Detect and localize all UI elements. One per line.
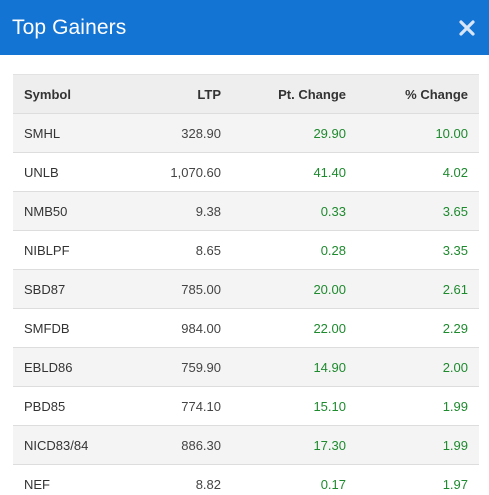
cell-pct-change: 10.00 bbox=[435, 125, 468, 141]
column-header-pct-change[interactable]: % Change bbox=[357, 74, 479, 114]
modal-header: Top Gainers bbox=[0, 0, 489, 55]
cell-pct-change: 1.99 bbox=[442, 398, 468, 414]
cell-symbol[interactable]: NMB50 bbox=[24, 203, 68, 219]
cell-ltp: 886.30 bbox=[181, 437, 221, 453]
close-icon-glyph bbox=[459, 19, 475, 36]
cell-symbol[interactable]: NIBLPF bbox=[24, 242, 70, 258]
cell-ltp: 328.90 bbox=[181, 125, 221, 141]
table-row[interactable]: SBD87 785.00 20.00 2.61 bbox=[13, 269, 479, 309]
close-icon[interactable] bbox=[455, 16, 479, 40]
table-row[interactable]: NICD83/84 886.30 17.30 1.99 bbox=[13, 425, 479, 465]
cell-pct-change: 3.35 bbox=[442, 242, 468, 258]
cell-ltp: 8.65 bbox=[195, 242, 221, 258]
cell-pct-change: 2.61 bbox=[442, 281, 468, 297]
cell-symbol[interactable]: SMHL bbox=[24, 125, 61, 141]
cell-pct-change: 3.65 bbox=[442, 203, 468, 219]
cell-ltp: 785.00 bbox=[181, 281, 221, 297]
cell-pt-change: 22.00 bbox=[313, 320, 346, 336]
cell-ltp: 1,070.60 bbox=[170, 164, 221, 180]
cell-ltp: 9.38 bbox=[195, 203, 221, 219]
gainers-table-container: Symbol LTP Pt. Change % Change SMHL 328.9… bbox=[13, 74, 479, 495]
cell-symbol[interactable]: PBD85 bbox=[24, 398, 66, 414]
column-header-ltp[interactable]: LTP bbox=[118, 74, 232, 114]
cell-pct-change: 1.99 bbox=[442, 437, 468, 453]
modal-title: Top Gainers bbox=[12, 15, 127, 39]
cell-ltp: 984.00 bbox=[181, 320, 221, 336]
table-row[interactable]: SMHL 328.90 29.90 10.00 bbox=[13, 113, 479, 153]
cell-pt-change: 15.10 bbox=[313, 398, 346, 414]
cell-pt-change: 0.28 bbox=[320, 242, 346, 258]
column-header-pt-change[interactable]: Pt. Change bbox=[232, 74, 357, 114]
cell-symbol[interactable]: SMFDB bbox=[24, 320, 70, 336]
cell-symbol[interactable]: NICD83/84 bbox=[24, 437, 89, 453]
cell-symbol[interactable]: UNLB bbox=[24, 164, 59, 180]
cell-pt-change: 0.33 bbox=[320, 203, 346, 219]
table-header-row: Symbol LTP Pt. Change % Change bbox=[13, 74, 479, 114]
table-row[interactable]: NEF 8.82 0.17 1.97 bbox=[13, 464, 479, 495]
cell-pt-change: 14.90 bbox=[313, 359, 346, 375]
table-row[interactable]: SMFDB 984.00 22.00 2.29 bbox=[13, 308, 479, 348]
cell-pt-change: 29.90 bbox=[313, 125, 346, 141]
cell-symbol[interactable]: SBD87 bbox=[24, 281, 66, 297]
table-row[interactable]: UNLB 1,070.60 41.40 4.02 bbox=[13, 152, 479, 192]
gainers-table: Symbol LTP Pt. Change % Change SMHL 328.9… bbox=[13, 74, 479, 495]
table-row[interactable]: PBD85 774.10 15.10 1.99 bbox=[13, 386, 479, 426]
cell-symbol[interactable]: EBLD86 bbox=[24, 359, 73, 375]
cell-pct-change: 2.29 bbox=[442, 320, 468, 336]
cell-pt-change: 41.40 bbox=[313, 164, 346, 180]
table-row[interactable]: NMB50 9.38 0.33 3.65 bbox=[13, 191, 479, 231]
table-row[interactable]: EBLD86 759.90 14.90 2.00 bbox=[13, 347, 479, 387]
cell-pct-change: 1.97 bbox=[442, 476, 468, 492]
cell-pt-change: 20.00 bbox=[313, 281, 346, 297]
cell-pt-change: 0.17 bbox=[320, 476, 346, 492]
column-header-symbol[interactable]: Symbol bbox=[13, 74, 118, 114]
cell-ltp: 774.10 bbox=[181, 398, 221, 414]
cell-symbol[interactable]: NEF bbox=[24, 476, 50, 492]
cell-pct-change: 2.00 bbox=[442, 359, 468, 375]
cell-pct-change: 4.02 bbox=[442, 164, 468, 180]
cell-ltp: 759.90 bbox=[181, 359, 221, 375]
cell-pt-change: 17.30 bbox=[313, 437, 346, 453]
cell-ltp: 8.82 bbox=[195, 476, 221, 492]
table-row[interactable]: NIBLPF 8.65 0.28 3.35 bbox=[13, 230, 479, 270]
